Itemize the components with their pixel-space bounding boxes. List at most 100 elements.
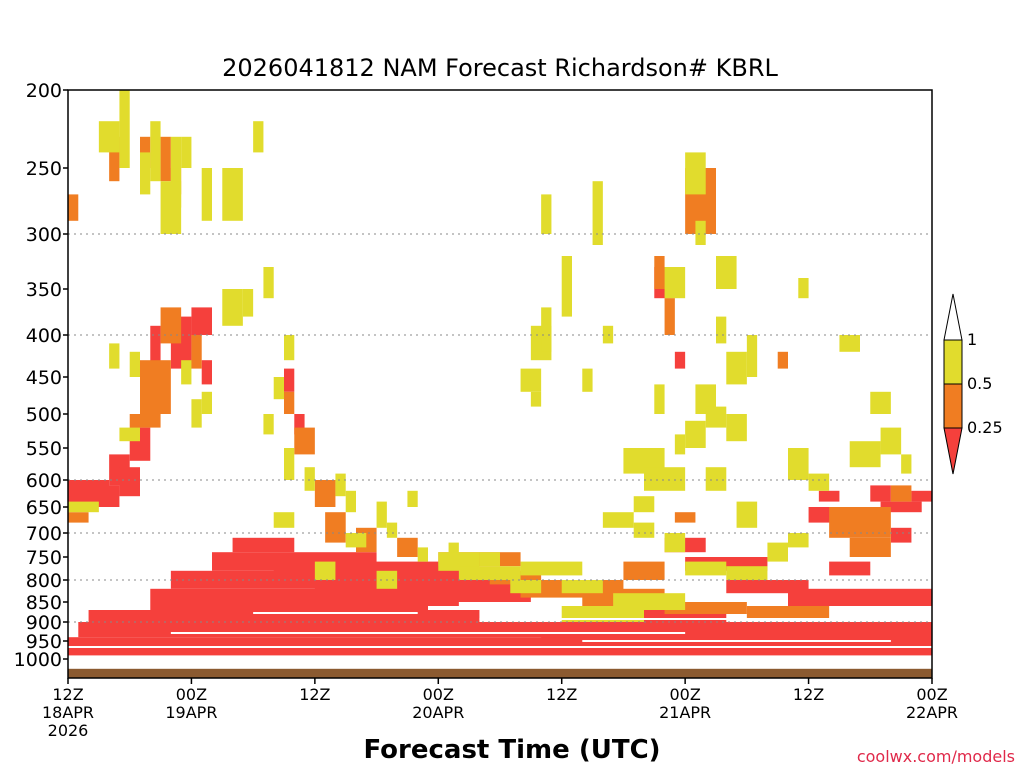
heatmap-cell <box>479 552 500 567</box>
x-tick-label: 22APR <box>906 703 958 722</box>
heatmap-cell <box>911 490 932 502</box>
heatmap-cell <box>829 561 871 576</box>
cell-gap <box>68 646 932 648</box>
heatmap-cell <box>685 561 727 576</box>
heatmap-cell <box>438 552 480 571</box>
heatmap-cell <box>530 391 542 407</box>
heatmap-cell <box>890 485 912 502</box>
heatmap-cell <box>150 325 161 369</box>
heatmap-cell <box>726 351 747 385</box>
x-tick-label: 00Z <box>669 685 700 704</box>
heatmap-cell <box>314 480 336 507</box>
heatmap-cell <box>644 467 686 491</box>
heatmap-cell <box>674 512 696 523</box>
heatmap-cell <box>880 501 922 513</box>
heatmap-cell <box>849 441 881 468</box>
heatmap-cell <box>417 547 428 562</box>
heatmap-cell <box>109 343 120 369</box>
heatmap-cell <box>253 121 264 153</box>
cell-gap <box>582 640 891 642</box>
heatmap-cell <box>798 278 809 299</box>
cell-gap <box>170 632 686 634</box>
heatmap-cell <box>705 467 727 491</box>
heatmap-cell <box>119 427 140 442</box>
heatmap-cells <box>68 90 933 656</box>
legend-swatch-yellow <box>943 339 963 385</box>
x-tick-label: 18APR <box>42 703 94 722</box>
heatmap-cell <box>88 610 480 622</box>
heatmap-cell <box>808 473 830 491</box>
heatmap-cell <box>870 391 891 414</box>
heatmap-cell <box>160 136 171 182</box>
x-axis-label: Forecast Time (UTC) <box>363 735 660 765</box>
heatmap-cell <box>273 512 295 528</box>
heatmap-cell <box>273 377 284 400</box>
heatmap-cell <box>263 267 274 299</box>
x-tick-label: 21APR <box>659 703 711 722</box>
heatmap-cell <box>242 289 254 317</box>
cell-gap <box>253 612 418 614</box>
heatmap-cell <box>695 220 706 245</box>
y-tick-label: 250 <box>26 158 62 180</box>
heatmap-cell <box>181 360 192 385</box>
heatmap-cell <box>839 335 860 352</box>
chart-title: 2026041812 NAM Forecast Richardson# KBRL <box>222 54 778 82</box>
plot-frame <box>67 89 933 679</box>
heatmap-cell <box>150 121 161 182</box>
heatmap-cell <box>335 473 346 497</box>
heatmap-cell <box>201 391 212 414</box>
y-axis: 200 250 300 350 400 450 500 550 600 650 7007508008… <box>14 80 68 671</box>
heatmap-cell <box>674 351 686 369</box>
heatmap-cell <box>767 542 788 562</box>
heatmap-cell <box>582 368 593 392</box>
legend-label: 0.5 <box>967 374 992 393</box>
y-tick-label: 850 <box>26 592 62 614</box>
heatmap-cell <box>674 434 686 455</box>
heatmap-cell <box>191 335 202 369</box>
heatmap-cell <box>716 316 727 344</box>
heatmap-cell <box>191 307 212 335</box>
heatmap-cell <box>901 454 912 474</box>
heatmap-cell <box>746 606 830 618</box>
heatmap-cell <box>541 307 552 352</box>
heatmap-cell <box>140 360 171 414</box>
x-tick-label: 00Z <box>176 685 207 704</box>
heatmap-cell <box>376 501 387 528</box>
heatmap-cell <box>736 501 758 528</box>
heatmap-cell <box>119 90 130 168</box>
heatmap-cell <box>500 622 788 634</box>
heatmap-cell <box>890 527 912 543</box>
heatmap-cell <box>520 561 583 576</box>
heatmap-cell <box>191 399 202 428</box>
heatmap-cell <box>284 448 295 480</box>
y-tick-label: 450 <box>26 367 62 389</box>
heatmap-cell <box>664 533 686 553</box>
heatmap-cell <box>314 580 531 602</box>
heatmap-cell <box>129 414 161 428</box>
y-tick-label: 800 <box>26 570 62 592</box>
legend-swatch-top <box>943 293 963 341</box>
credit-text: coolwx.com/models <box>857 747 1015 766</box>
heatmap-cell <box>685 152 706 195</box>
x-tick-label: 00Z <box>423 685 454 704</box>
heatmap-cell <box>68 501 99 513</box>
x-tick-label: 12Z <box>52 685 83 704</box>
heatmap-cell <box>510 580 542 594</box>
heatmap-cell <box>561 256 572 317</box>
y-tick-label: 350 <box>26 279 62 301</box>
y-tick-label: 400 <box>26 325 62 347</box>
heatmap-cell <box>181 136 192 168</box>
heatmap-cell <box>314 561 336 580</box>
x-tick-label: 12Z <box>546 685 577 704</box>
heatmap-cell <box>160 307 182 344</box>
heatmap-cell <box>170 136 182 208</box>
y-tick-label: 650 <box>26 497 62 519</box>
heatmap-cell <box>664 298 675 335</box>
heatmap-cell <box>304 467 315 491</box>
y-tick-label: 500 <box>26 404 62 426</box>
heatmap-cell <box>222 289 243 326</box>
x-tick-label: 2026 <box>48 721 89 740</box>
heatmap-cell <box>602 512 634 528</box>
